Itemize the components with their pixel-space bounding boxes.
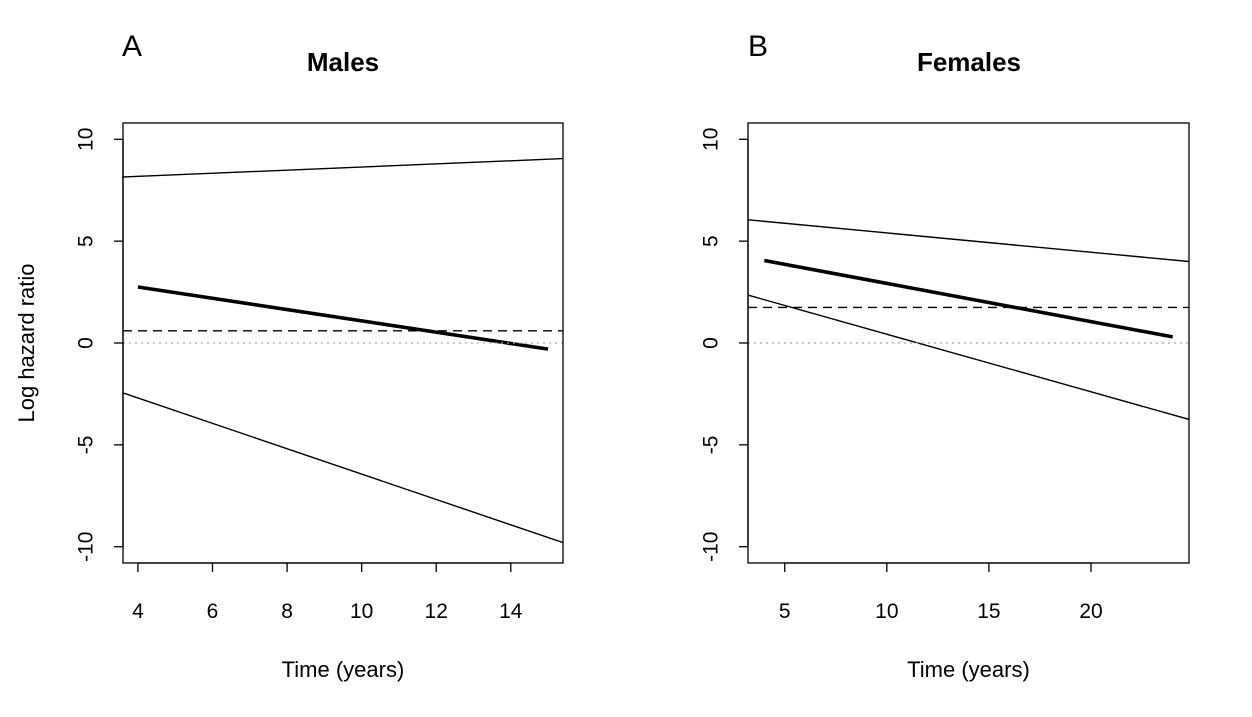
series-group [748,219,1189,421]
series-upper-bound [748,219,1189,263]
x-axis-label: Time (years) [282,657,405,682]
x-tick-label: 8 [281,600,293,623]
chart-title: Males [307,47,379,77]
chart-title: Females [917,47,1021,77]
y-tick-label: 0 [75,337,98,349]
panel-label: A [122,30,142,63]
y-tick-label: 10 [75,128,98,151]
x-tick-label: 20 [1079,600,1102,623]
series-estimate [137,285,549,351]
y-tick-label: -10 [700,532,723,562]
y-tick-label: -10 [75,532,98,562]
x-tick-label: 5 [779,600,791,623]
series-group [123,157,563,544]
y-tick-label: -5 [75,436,98,455]
x-tick-label: 15 [977,600,1000,623]
y-axis-label: Log hazard ratio [14,264,39,423]
x-axis-label: Time (years) [907,657,1030,682]
y-tick-label: 10 [700,128,723,151]
series-upper-bound [123,157,563,178]
panel-females: 5 10 15 20 -10 -5 0 5 10 Females B Time (years) [700,30,1190,682]
x-tick-label: 14 [499,600,523,623]
x-tick-label: 12 [425,600,448,623]
y-tick-label: 5 [700,235,723,247]
series-estimate [763,258,1174,339]
x-tick-label: 4 [132,600,144,623]
y-tick-label: 0 [700,337,723,349]
series-lower-bound [748,294,1189,421]
x-tick-label: 6 [207,600,219,623]
y-tick-label: -5 [700,436,723,455]
series-lower-bound [123,392,563,544]
y-tick-label: 5 [75,235,98,247]
x-tick-label: 10 [875,600,898,623]
x-tick-label: 10 [350,600,373,623]
panel-males: 4 6 8 10 12 14 -10 -5 0 5 10 Males A Time (years) Log … [14,30,564,682]
panel-label: B [748,30,768,63]
